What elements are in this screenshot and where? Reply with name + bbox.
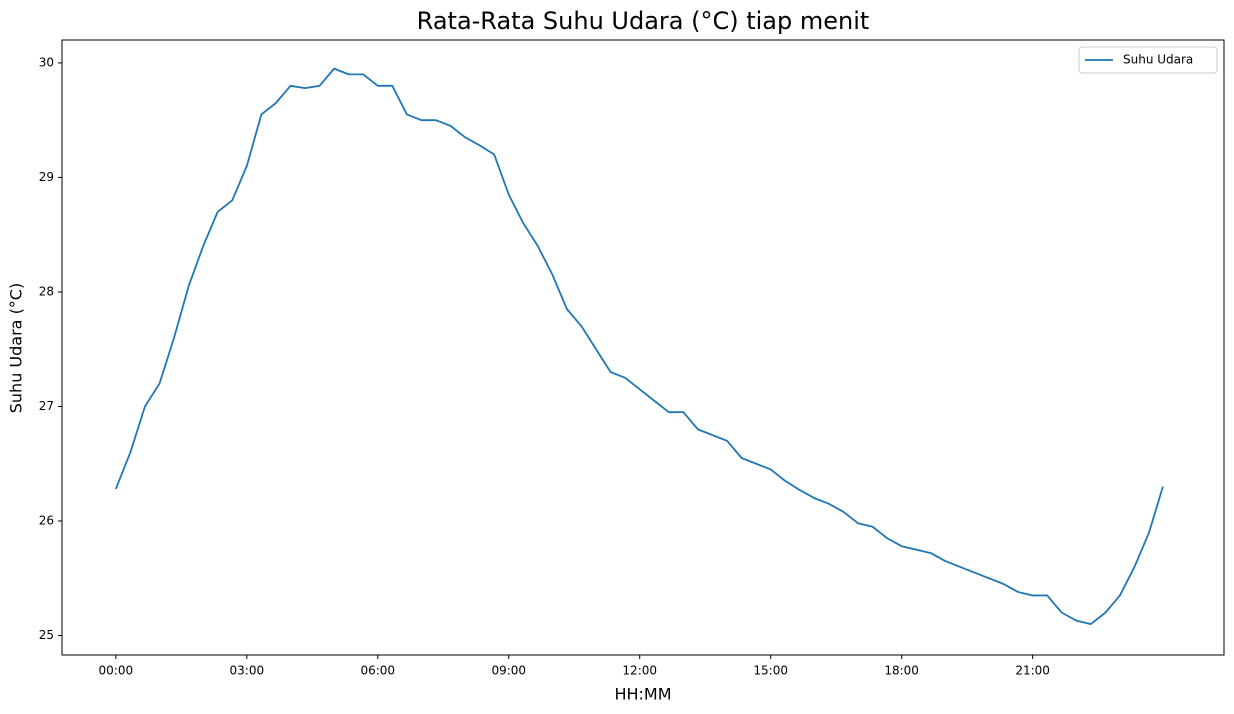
y-tick-label: 27 bbox=[39, 399, 54, 413]
x-axis-label: HH:MM bbox=[614, 685, 671, 704]
y-tick-label: 30 bbox=[39, 55, 54, 69]
x-tick-label: 06:00 bbox=[360, 664, 395, 678]
x-tick-label: 15:00 bbox=[753, 664, 788, 678]
x-tick-label: 03:00 bbox=[230, 664, 265, 678]
x-tick-label: 09:00 bbox=[491, 664, 526, 678]
x-tick-label: 00:00 bbox=[99, 664, 134, 678]
x-tick-label: 18:00 bbox=[884, 664, 919, 678]
y-tick-label: 26 bbox=[39, 514, 54, 528]
x-tick-label: 12:00 bbox=[622, 664, 657, 678]
y-tick-label: 28 bbox=[39, 284, 54, 298]
y-tick-label: 25 bbox=[39, 628, 54, 642]
y-axis-label: Suhu Udara (°C) bbox=[7, 283, 26, 413]
legend-label: Suhu Udara bbox=[1123, 53, 1193, 67]
plot-frame bbox=[61, 39, 1225, 656]
data-line bbox=[115, 67, 1164, 625]
y-tick-label: 29 bbox=[39, 170, 54, 184]
chart-title: Rata-Rata Suhu Udara (°C) tiap menit bbox=[417, 7, 870, 35]
x-tick-label: 21:00 bbox=[1015, 664, 1050, 678]
legend-box bbox=[1078, 46, 1218, 74]
